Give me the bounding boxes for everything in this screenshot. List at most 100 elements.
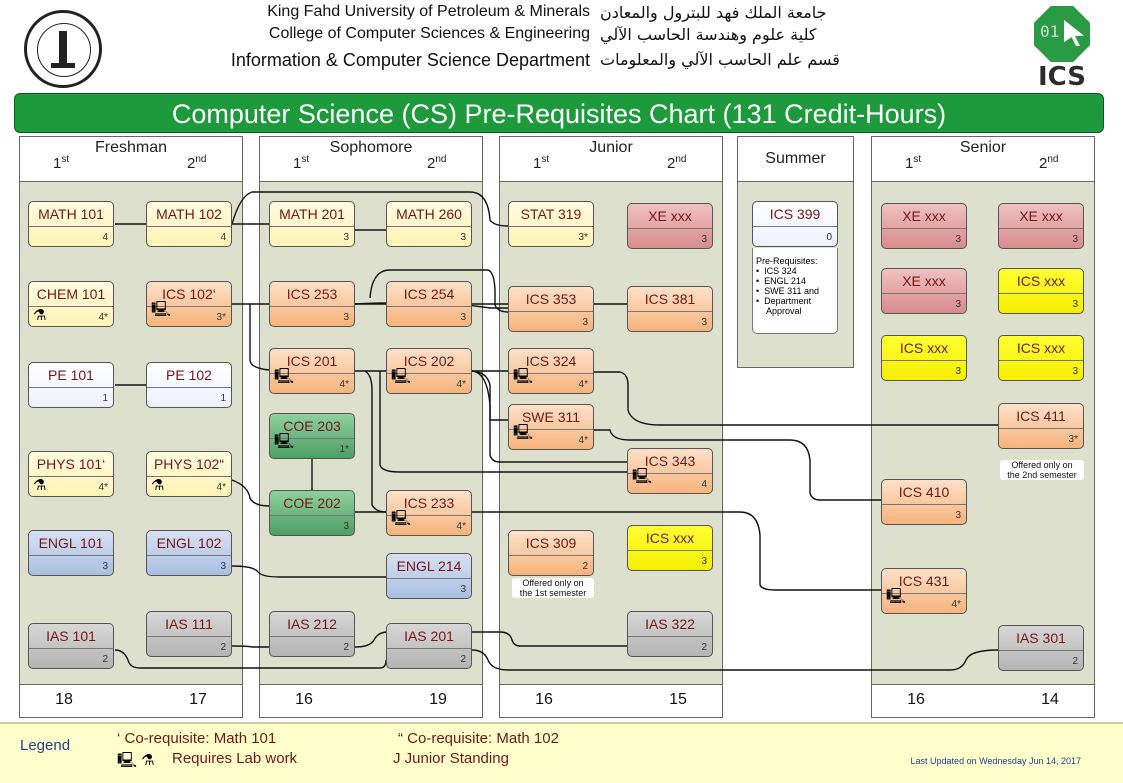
total-credits: 16 bbox=[535, 691, 553, 708]
course-ics-254[interactable]: ICS 254 3 bbox=[386, 281, 472, 327]
course-ics-399[interactable]: ICS 399 0 bbox=[752, 201, 838, 247]
course-name: ICS 201 bbox=[270, 350, 354, 374]
course-ics-102[interactable]: ICS 102‘ 🖳 3* bbox=[146, 281, 232, 327]
prerequisite-item: Approval bbox=[766, 306, 802, 316]
course-name: ICS 254 bbox=[387, 283, 471, 307]
course-phys-101[interactable]: PHYS 101‘ ⚗ 4* bbox=[28, 451, 114, 497]
course-name: ICS 411 bbox=[999, 405, 1083, 429]
course-name: ENGL 101 bbox=[29, 532, 113, 556]
course-math-260[interactable]: MATH 260 3 bbox=[386, 201, 472, 247]
course-name: ICS xxx bbox=[882, 337, 966, 361]
course-xe-elective[interactable]: XE xxx 3 bbox=[881, 268, 967, 314]
lab-scientist-icon: ⚗ bbox=[151, 477, 165, 494]
lab-computer-icon: 🖳 bbox=[632, 468, 653, 485]
course-name: ICS 353 bbox=[509, 288, 593, 312]
course-ics-343[interactable]: ICS 343 🖳 4 bbox=[627, 448, 713, 494]
course-coe-202[interactable]: COE 202 3 bbox=[269, 490, 355, 536]
course-xe-elective[interactable]: XE xxx 3 bbox=[998, 203, 1084, 249]
header-college-en: College of Computer Sciences & Engineeri… bbox=[268, 25, 590, 42]
course-ias-301[interactable]: IAS 301 2 bbox=[998, 625, 1084, 671]
course-math-201[interactable]: MATH 201 3 bbox=[269, 201, 355, 247]
year-label: Senior bbox=[959, 139, 1007, 156]
course-engl-214[interactable]: ENGL 214 3 bbox=[386, 553, 472, 599]
legend-corequisite-math102: “ Co-requisite: Math 102 bbox=[398, 730, 559, 747]
course-ics-elective[interactable]: ICS xxx 3 bbox=[881, 335, 967, 381]
course-name: ICS 233 bbox=[387, 492, 471, 516]
course-ics-elective[interactable]: ICS xxx 3 bbox=[998, 268, 1084, 314]
lab-computer-icon: 🖳 bbox=[513, 368, 534, 385]
course-ics-353[interactable]: ICS 353 3 bbox=[508, 286, 594, 332]
course-credits: 3 bbox=[343, 521, 349, 532]
course-name: IAS 301 bbox=[999, 627, 1083, 651]
last-updated: Last Updated on Wednesday Jun 14, 2017 bbox=[910, 756, 1081, 766]
course-ics-309[interactable]: ICS 309 2 bbox=[508, 530, 594, 576]
course-phys-102[interactable]: PHYS 102“ ⚗ 4* bbox=[146, 451, 232, 497]
column-footer: 16 14 bbox=[872, 684, 1094, 717]
semester-1-label: 1st bbox=[53, 154, 70, 172]
course-credits: 2 bbox=[343, 642, 349, 653]
course-credits: 4* bbox=[578, 379, 588, 390]
semester-2-label: 2nd bbox=[427, 154, 447, 172]
course-ics-381[interactable]: ICS 381 3 bbox=[627, 286, 713, 332]
column-header: Junior 1st 2nd bbox=[500, 137, 722, 182]
course-engl-102[interactable]: ENGL 102 3 bbox=[146, 530, 232, 576]
course-pe-102[interactable]: PE 102 1 bbox=[146, 362, 232, 408]
course-ias-101[interactable]: IAS 101 2 bbox=[28, 623, 114, 669]
course-ics-elective[interactable]: ICS xxx 3 bbox=[627, 525, 713, 571]
course-ics-324[interactable]: ICS 324 🖳 4* bbox=[508, 348, 594, 394]
course-ics-410[interactable]: ICS 410 3 bbox=[881, 479, 967, 525]
course-name: IAS 212 bbox=[270, 613, 354, 637]
ics-logo-digits: 01 bbox=[1040, 22, 1060, 41]
course-credits: 4* bbox=[456, 379, 466, 390]
chart-title: Computer Science (CS) Pre-Requisites Cha… bbox=[14, 93, 1104, 133]
course-swe-311[interactable]: SWE 311 🖳 4* bbox=[508, 404, 594, 450]
course-name: ICS 399 bbox=[753, 203, 837, 227]
course-math-102[interactable]: MATH 102 4 bbox=[146, 201, 232, 247]
course-ics-411[interactable]: ICS 411 3* bbox=[998, 403, 1084, 449]
header-department-en: Information & Computer Science Departmen… bbox=[230, 50, 590, 70]
course-credits: 3 bbox=[701, 317, 707, 328]
course-xe-elective[interactable]: XE xxx 3 bbox=[881, 203, 967, 249]
course-name: SWE 311 bbox=[509, 406, 593, 430]
course-engl-101[interactable]: ENGL 101 3 bbox=[28, 530, 114, 576]
course-name: COE 203 bbox=[270, 415, 354, 439]
course-credits: 3 bbox=[1072, 366, 1078, 377]
course-ics-253[interactable]: ICS 253 3 bbox=[269, 281, 355, 327]
course-name: PHYS 102“ bbox=[147, 453, 231, 477]
total-credits: 19 bbox=[429, 691, 447, 708]
course-ias-322[interactable]: IAS 322 2 bbox=[627, 611, 713, 657]
lab-computer-icon: 🖳 bbox=[151, 301, 172, 318]
course-credits: 3* bbox=[578, 232, 588, 243]
course-ics-201[interactable]: ICS 201 🖳 4* bbox=[269, 348, 355, 394]
course-name: ICS 410 bbox=[882, 481, 966, 505]
course-xe-elective[interactable]: XE xxx 3 bbox=[627, 203, 713, 249]
course-name: ICS 253 bbox=[270, 283, 354, 307]
year-label: Junior bbox=[589, 139, 633, 156]
course-ics-elective[interactable]: ICS xxx 3 bbox=[998, 335, 1084, 381]
course-credits: 3 bbox=[955, 510, 961, 521]
legend-corequisite-math101: ‘ Co-requisite: Math 101 bbox=[117, 730, 277, 747]
course-ics-431[interactable]: ICS 431 🖳 4* bbox=[881, 568, 967, 614]
course-credits: 0 bbox=[826, 232, 832, 243]
course-ias-111[interactable]: IAS 111 2 bbox=[146, 611, 232, 657]
lab-scientist-icon: ⚗ bbox=[33, 307, 47, 324]
course-ics-233[interactable]: ICS 233 🖳 4* bbox=[386, 490, 472, 536]
course-ics-202[interactable]: ICS 202 🖳 4* bbox=[386, 348, 472, 394]
total-credits: 14 bbox=[1041, 691, 1059, 708]
course-name: ICS xxx bbox=[999, 337, 1083, 361]
course-credits: 3* bbox=[1068, 434, 1078, 445]
course-stat-319[interactable]: STAT 319 3* bbox=[508, 201, 594, 247]
course-math-101[interactable]: MATH 101 4 bbox=[28, 201, 114, 247]
course-credits: 4* bbox=[98, 482, 108, 493]
course-credits: 2 bbox=[1072, 656, 1078, 667]
course-name: STAT 319 bbox=[509, 203, 593, 227]
column-header: Freshman 1st 2nd bbox=[20, 137, 242, 182]
course-chem-101[interactable]: CHEM 101 ⚗ 4* bbox=[28, 281, 114, 327]
total-credits: 17 bbox=[189, 691, 207, 708]
course-ias-212[interactable]: IAS 212 2 bbox=[269, 611, 355, 657]
course-coe-203[interactable]: COE 203 🖳 1* bbox=[269, 413, 355, 459]
course-pe-101[interactable]: PE 101 1 bbox=[28, 362, 114, 408]
course-ias-201[interactable]: IAS 201 2 bbox=[386, 623, 472, 669]
course-credits: 3 bbox=[955, 366, 961, 377]
course-credits: 3 bbox=[701, 234, 707, 245]
